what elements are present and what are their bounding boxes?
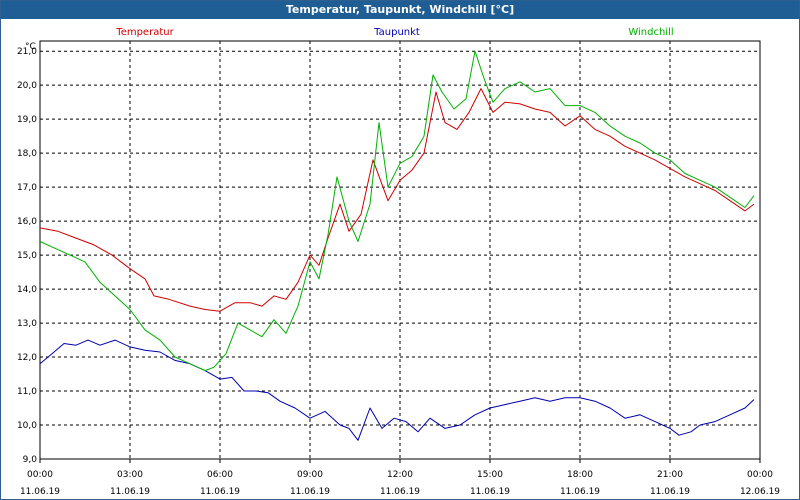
y-tick-label: 12,0 <box>17 353 37 363</box>
series-lines <box>39 50 755 441</box>
x-tick-date: 11.06.19 <box>290 487 330 497</box>
x-tick-time: 15:00 <box>477 470 503 480</box>
x-tick-date: 11.06.19 <box>20 487 60 497</box>
y-tick-label: 19,0 <box>17 115 37 125</box>
legend-temperatur: Temperatur <box>115 27 174 38</box>
y-tick-label: 16,0 <box>17 217 37 227</box>
x-tick-time: 00:00 <box>747 470 773 480</box>
x-tick-date: 11.06.19 <box>110 487 150 497</box>
y-tick-label: 20,0 <box>17 81 37 91</box>
x-tick-date: 11.06.19 <box>560 487 600 497</box>
series-line-temperatur <box>39 88 755 312</box>
x-tick-time: 21:00 <box>657 470 683 480</box>
y-tick-label: 17,0 <box>17 183 37 193</box>
x-tick-time: 09:00 <box>297 470 323 480</box>
y-tick-label: 13,0 <box>17 319 37 329</box>
x-tick-time: 00:00 <box>27 470 53 480</box>
x-tick-date: 12.06.19 <box>740 487 780 497</box>
x-tick-date: 11.06.19 <box>650 487 690 497</box>
x-tick-time: 18:00 <box>567 470 593 480</box>
legend-windchill: Windchill <box>628 27 673 38</box>
y-tick-label: 15,0 <box>17 251 37 261</box>
window-title: Temperatur, Taupunkt, Windchill [°C] <box>1 1 799 19</box>
y-tick-label: 10,0 <box>17 421 37 431</box>
legend-taupunkt: Taupunkt <box>373 27 420 38</box>
y-tick-label: 11,0 <box>17 387 37 397</box>
legend: Temperatur Taupunkt Windchill <box>115 27 673 38</box>
y-tick-label: 21,0 <box>17 47 37 57</box>
x-tick-date: 11.06.19 <box>380 487 420 497</box>
y-tick-label: 14,0 <box>17 285 37 295</box>
y-tick-label: 9,0 <box>23 455 38 465</box>
x-tick-date: 11.06.19 <box>470 487 510 497</box>
series-line-windchill <box>39 50 755 372</box>
y-tick-label: 18,0 <box>17 149 37 159</box>
y-axis-unit: °C <box>25 42 36 52</box>
y-axis: 9,0 10,0 11,0 12,0 13,0 14,0 15,0 16,0 17,0 18,0 1… <box>17 42 37 465</box>
x-tick-time: 03:00 <box>117 470 143 480</box>
series-line-taupunkt <box>39 339 755 441</box>
gridlines <box>40 41 760 460</box>
x-tick-time: 06:00 <box>207 470 233 480</box>
x-tick-date: 11.06.19 <box>200 487 240 497</box>
x-axis: 00:00 11.06.19 03:00 11.06.19 06:00 11.06.19 0… <box>20 459 780 497</box>
x-tick-time: 12:00 <box>387 470 413 480</box>
